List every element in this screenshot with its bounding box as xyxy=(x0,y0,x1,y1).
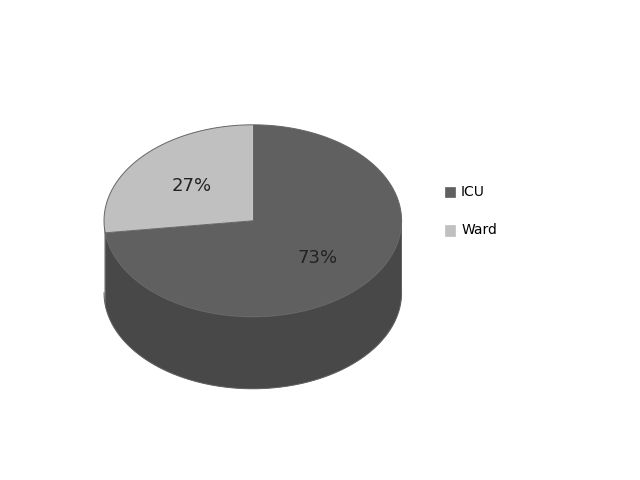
Text: 27%: 27% xyxy=(172,177,211,195)
Polygon shape xyxy=(105,222,401,389)
Bar xyxy=(445,225,456,236)
Text: 73%: 73% xyxy=(298,249,338,266)
Text: ICU: ICU xyxy=(461,185,485,199)
Polygon shape xyxy=(104,221,105,305)
Text: Ward: Ward xyxy=(461,223,497,238)
Polygon shape xyxy=(104,125,253,233)
Polygon shape xyxy=(104,221,402,389)
Polygon shape xyxy=(105,125,401,317)
Bar xyxy=(445,187,456,197)
